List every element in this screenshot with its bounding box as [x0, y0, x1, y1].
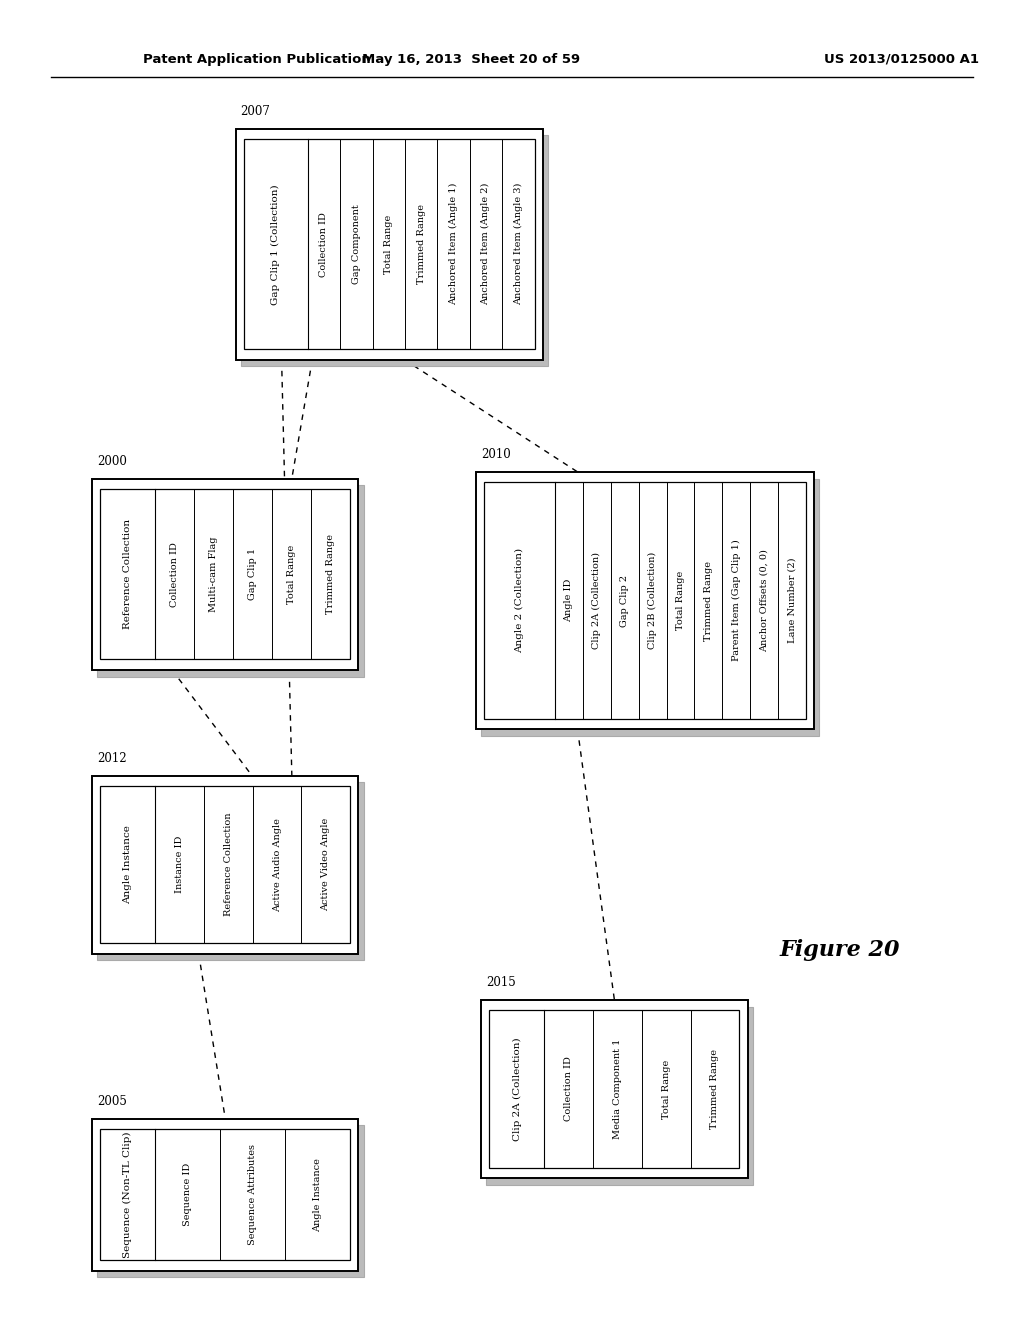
Text: 2015: 2015 [486, 977, 516, 990]
Text: Patent Application Publication: Patent Application Publication [143, 53, 371, 66]
Text: Reference Collection: Reference Collection [224, 813, 232, 916]
Bar [476, 471, 814, 729]
Text: Total Range: Total Range [288, 545, 296, 603]
Text: Figure 20: Figure 20 [779, 940, 900, 961]
Text: Gap Clip 1: Gap Clip 1 [248, 548, 257, 601]
Text: Parent Item (Gap Clip 1): Parent Item (Gap Clip 1) [732, 540, 740, 661]
Text: 2010: 2010 [481, 449, 511, 461]
Text: Angle ID: Angle ID [564, 579, 573, 622]
Text: Collection ID: Collection ID [564, 1056, 573, 1122]
Text: Clip 2B (Collection): Clip 2B (Collection) [648, 552, 657, 649]
Bar [100, 490, 350, 660]
Text: Clip 2A (Collection): Clip 2A (Collection) [512, 1038, 521, 1140]
Text: Reference Collection: Reference Collection [123, 519, 132, 630]
Text: Trimmed Range: Trimmed Range [703, 561, 713, 640]
Text: Anchored Item (Angle 2): Anchored Item (Angle 2) [481, 183, 490, 305]
Text: Gap Component: Gap Component [352, 205, 360, 284]
Text: Collection ID: Collection ID [170, 541, 179, 607]
Text: Lane Number (2): Lane Number (2) [787, 558, 797, 643]
Text: Trimmed Range: Trimmed Range [327, 535, 335, 614]
Text: Total Range: Total Range [676, 572, 685, 630]
Text: 2007: 2007 [241, 106, 270, 119]
Text: 2000: 2000 [97, 455, 127, 469]
Text: Gap Clip 2: Gap Clip 2 [621, 574, 630, 627]
Text: Angle Instance: Angle Instance [123, 825, 132, 904]
Bar [486, 1006, 753, 1185]
Text: Sequence (Non-TL Clip): Sequence (Non-TL Clip) [123, 1131, 132, 1258]
Bar [97, 781, 364, 961]
Text: Anchor Offsets (0, 0): Anchor Offsets (0, 0) [760, 549, 769, 652]
Bar [92, 776, 358, 953]
Text: Trimmed Range: Trimmed Range [417, 205, 426, 284]
Text: May 16, 2013  Sheet 20 of 59: May 16, 2013 Sheet 20 of 59 [361, 53, 581, 66]
Bar [92, 1119, 358, 1270]
Text: US 2013/0125000 A1: US 2013/0125000 A1 [823, 53, 979, 66]
Text: Media Component 1: Media Component 1 [613, 1039, 622, 1139]
Text: Angle Instance: Angle Instance [313, 1158, 323, 1232]
Bar [241, 135, 548, 367]
Bar [100, 787, 350, 942]
Bar [489, 1011, 739, 1168]
Text: Total Range: Total Range [384, 215, 393, 273]
Bar [97, 1125, 364, 1278]
Text: 2012: 2012 [97, 752, 127, 766]
Bar [481, 1001, 748, 1179]
Text: Sequence Attributes: Sequence Attributes [248, 1144, 257, 1245]
Text: Active Audio Angle: Active Audio Angle [272, 817, 282, 912]
Text: Instance ID: Instance ID [175, 836, 184, 894]
Text: Gap Clip 1 (Collection): Gap Clip 1 (Collection) [271, 183, 281, 305]
Text: Trimmed Range: Trimmed Range [711, 1049, 720, 1129]
Text: Anchored Item (Angle 1): Anchored Item (Angle 1) [449, 183, 458, 305]
Text: Active Video Angle: Active Video Angle [322, 818, 331, 911]
Bar [244, 140, 535, 350]
Bar [236, 129, 543, 360]
Bar [100, 1129, 350, 1259]
Text: Angle 2 (Collection): Angle 2 (Collection) [515, 548, 524, 653]
Text: Clip 2A (Collection): Clip 2A (Collection) [592, 552, 601, 649]
Text: Collection ID: Collection ID [319, 211, 329, 277]
Text: 2005: 2005 [97, 1096, 127, 1109]
Bar [97, 486, 364, 677]
Text: Anchored Item (Angle 3): Anchored Item (Angle 3) [514, 183, 523, 305]
Text: Multi-cam Flag: Multi-cam Flag [209, 536, 218, 612]
Bar [481, 479, 819, 737]
Text: Sequence ID: Sequence ID [183, 1163, 193, 1226]
Text: Total Range: Total Range [662, 1060, 671, 1118]
Bar [92, 479, 358, 671]
Bar [484, 482, 806, 718]
